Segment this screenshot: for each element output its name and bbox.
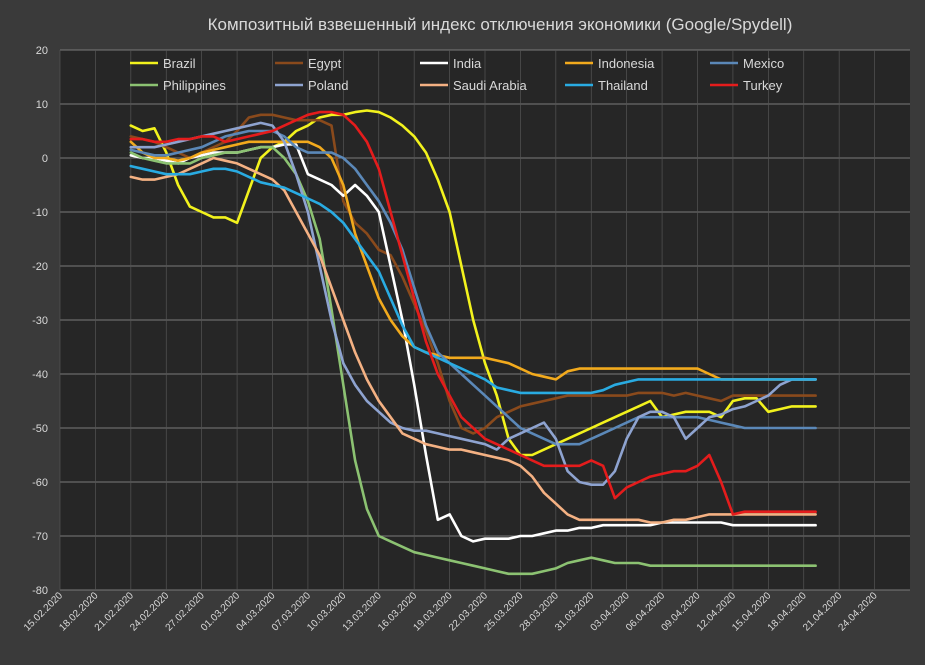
legend-label-turkey: Turkey [743,78,783,93]
series-line-egypt [129,113,817,435]
legend-label-india: India [453,56,482,71]
series-line-philippines [129,145,817,576]
y-tick-label: 10 [36,99,48,111]
y-axis: 20 10 0 -10 -20 -30 -40 -50 -60 -70 -80 [32,45,48,597]
legend-label-thailand: Thailand [598,78,648,93]
y-tick-label: -70 [32,531,48,543]
series-line-mexico [129,129,817,446]
y-tick-label: -30 [32,315,48,327]
y-tick-label: -80 [32,585,48,597]
chart-title: Композитный взвешенный индекс отключения… [208,15,793,34]
series-line-brazil [129,109,817,457]
legend-label-egypt: Egypt [308,56,342,71]
legend: Brazil Egypt India Indonesia Mexico Philippin… [130,56,784,93]
y-tick-label: -10 [32,207,48,219]
legend-label-saudi-arabia: Saudi Arabia [453,78,527,93]
legend-label-indonesia: Indonesia [598,56,655,71]
legend-label-philippines: Philippines [163,78,226,93]
y-tick-label: -50 [32,423,48,435]
y-tick-label: 20 [36,45,48,57]
series-line-indonesia [129,140,817,381]
legend-label-mexico: Mexico [743,56,784,71]
y-tick-label: -40 [32,369,48,381]
y-tick-label: 0 [42,153,48,165]
series-line-thailand [129,164,817,395]
legend-label-brazil: Brazil [163,56,196,71]
y-tick-label: -60 [32,477,48,489]
series-line-saudi-arabia [129,156,817,524]
legend-label-poland: Poland [308,78,348,93]
series-line-poland [129,121,817,487]
series-line-turkey [129,110,817,516]
y-tick-label: -20 [32,261,48,273]
series-group [129,109,817,576]
